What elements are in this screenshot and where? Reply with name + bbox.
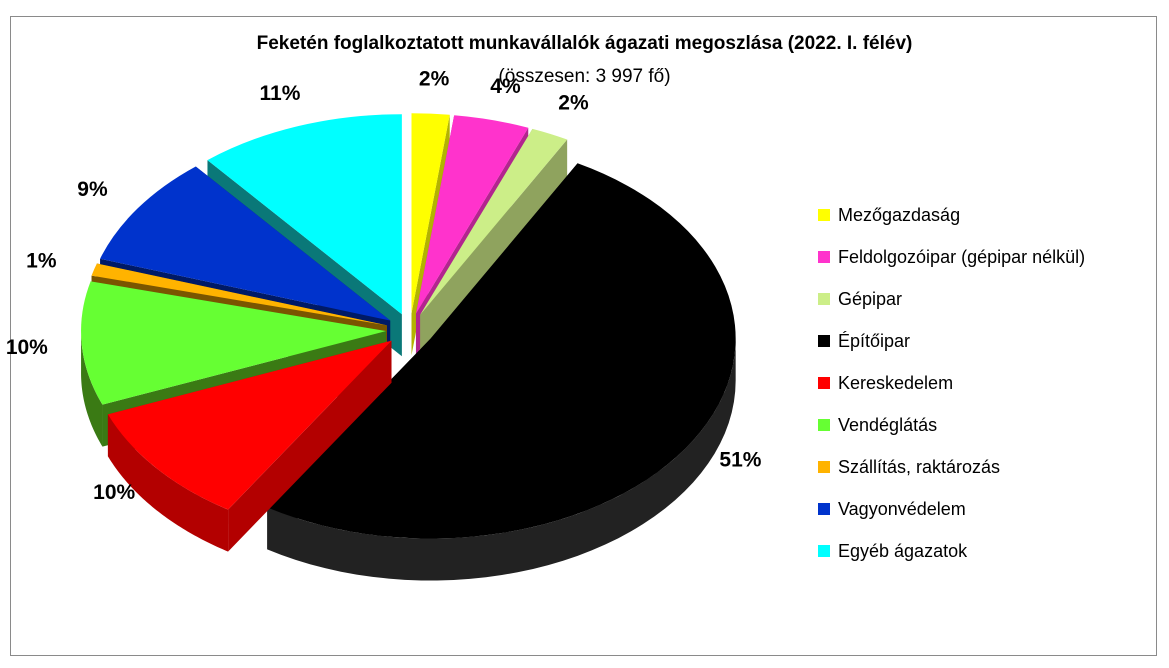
data-label-mezőgazdaság: 2% [419,68,450,91]
legend-item: Gépipar [818,278,1085,320]
legend-item: Kereskedelem [818,362,1085,404]
legend-swatch [818,419,830,431]
data-label-egyéb-ágazatok: 11% [260,82,301,105]
data-label-gépipar: 2% [558,91,589,114]
legend-item: Vagyonvédelem [818,488,1085,530]
legend-swatch [818,545,830,557]
legend-item: Feldolgozóipar (gépipar nélkül) [818,236,1085,278]
legend-item: Vendéglátás [818,404,1085,446]
slice-szállítás-raktározás-top [91,263,387,326]
slice-kereskedelem-side-start [228,340,392,552]
legend-label: Szállítás, raktározás [838,456,1001,477]
slice-feldolgozóipar-gépipar-nélkül-top [415,115,529,314]
chart-legend: Mezőgazdaság Feldolgozóipar (gépipar nélk… [818,194,1085,572]
slice-építőipar-top [267,163,736,539]
slice-gépipar-side-end [420,139,568,357]
legend-label: Egyéb ágazatok [838,540,968,561]
legend-label: Kereskedelem [838,372,954,393]
slice-vendéglátás-top [81,281,387,405]
data-label-vagyonvédelem: 9% [77,178,108,201]
legend-item: Szállítás, raktározás [818,446,1085,488]
slice-kereskedelem-top [107,340,392,510]
chart-subtitle: (összesen: 3 997 fő) [498,66,671,87]
slice-vendéglátás-rim [81,328,103,447]
chart-title: Feketén foglalkoztatott munkavállalók ág… [256,33,913,54]
slice-gépipar-top [420,128,568,315]
slice-kereskedelem [107,340,392,552]
slice-egyéb-ágazatok-top [207,114,402,315]
data-label-feldolgozóipar-gépipar-nélkül: 4% [490,75,521,98]
pie-slices [81,113,736,581]
slice-gépipar [420,128,568,357]
legend-label: Mezőgazdaság [838,204,961,225]
slice-kereskedelem-rim [107,414,229,552]
legend-swatch [818,461,830,473]
slice-vagyonvédelem-top [100,166,391,321]
legend-swatch [818,251,830,263]
legend-swatch [818,293,830,305]
slice-építőipar [267,163,736,581]
slice-mezőgazdaság-top [411,113,450,314]
data-label-szállítás-raktározás: 1% [26,249,57,272]
legend-swatch [818,377,830,389]
legend-swatch [818,335,830,347]
legend-label: Gépipar [838,288,903,309]
legend-item: Építőipar [818,320,1085,362]
data-label-építőipar: 51% [719,449,761,472]
legend-label: Feldolgozóipar (gépipar nélkül) [838,246,1086,267]
legend-label: Vagyonvédelem [838,498,966,519]
data-label-kereskedelem: 10% [93,481,135,504]
legend-label: Építőipar [838,330,911,351]
slice-építőipar-rim [267,338,736,581]
data-label-vendéglátás: 10% [6,336,48,359]
legend-item: Mezőgazdaság [818,194,1085,236]
legend-label: Vendéglátás [838,414,938,435]
legend-swatch [818,209,830,221]
pie-data-labels: 2% 4% 11% 2% 9% 1% 10% 51% 10% [6,68,762,504]
legend-item: Egyéb ágazatok [818,530,1085,572]
legend-swatch [818,503,830,515]
